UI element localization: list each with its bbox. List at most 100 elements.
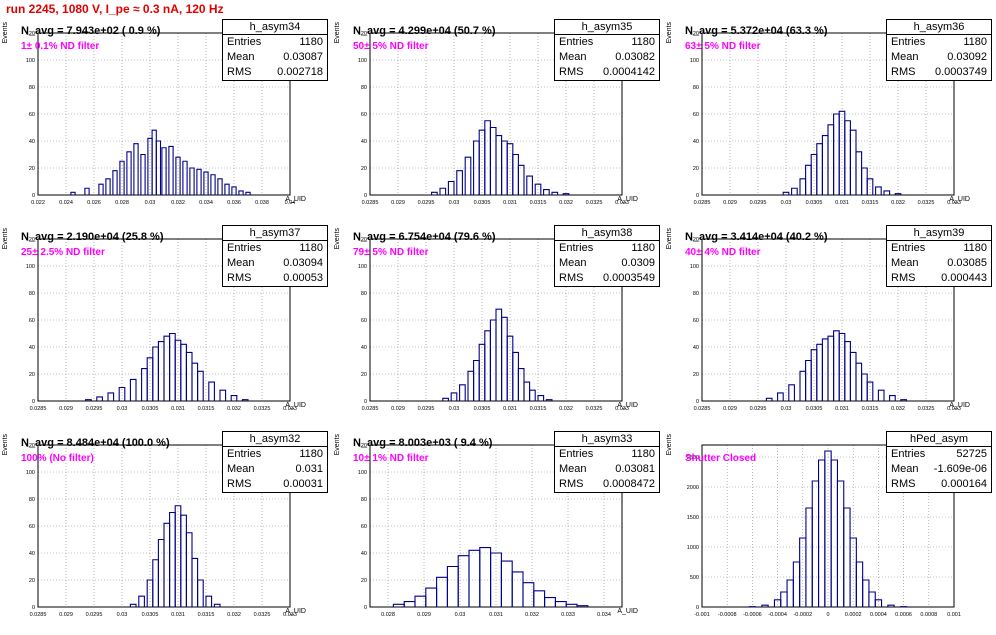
stats-value: 0.03085	[947, 256, 987, 271]
y-axis-label: Events	[666, 434, 673, 455]
y-tick-label: 40	[693, 139, 699, 145]
stats-label: RMS	[559, 477, 583, 492]
histogram-bin	[170, 334, 176, 402]
x-tick-label: 0.0325	[254, 612, 271, 618]
histogram-bin	[130, 379, 136, 401]
y-tick-label: 80	[361, 291, 367, 297]
stats-label: RMS	[891, 271, 915, 286]
histogram-bin	[862, 168, 868, 195]
histogram-bin	[817, 344, 823, 401]
stats-label: RMS	[891, 65, 915, 80]
x-tick-label: 0.0285	[30, 612, 47, 618]
histogram-name: h_asym35	[555, 20, 659, 35]
y-tick-label: 20	[29, 372, 35, 378]
x-tick-label: 0.034	[597, 612, 611, 618]
stats-value: 0.03094	[283, 256, 323, 271]
histogram-bin	[209, 382, 215, 401]
y-tick-label: 1000	[687, 545, 699, 551]
x-tick-label: 0.032	[227, 406, 241, 412]
histogram-bin	[158, 540, 164, 608]
histogram-bin	[789, 385, 795, 401]
y-tick-label: 40	[29, 139, 35, 145]
histogram-bin	[134, 144, 138, 195]
histogram-bin	[198, 371, 204, 401]
stats-label: Mean	[891, 50, 919, 65]
stats-label: Entries	[227, 447, 261, 462]
histogram-name: h_asym39	[887, 226, 991, 241]
histogram-bin	[513, 352, 519, 401]
x-tick-label: 0.03	[117, 612, 128, 618]
navg-label: N_avg = 5.372e+04 (63.3 %)	[685, 25, 827, 37]
x-tick-label: 0.03	[145, 200, 156, 206]
stats-value: 0.031	[295, 462, 323, 477]
y-tick-label: 100	[690, 264, 699, 270]
x-tick-label: 0.0295	[86, 406, 103, 412]
y-tick-label: 80	[29, 291, 35, 297]
x-tick-label: -0.0002	[793, 612, 812, 618]
stats-label: Mean	[891, 256, 919, 271]
stats-label: Entries	[891, 241, 925, 256]
x-tick-label: 0.001	[947, 612, 961, 618]
histogram-bin	[183, 161, 187, 195]
y-axis-label: Events	[2, 22, 9, 43]
filter-label: 100% (No filter)	[21, 453, 94, 464]
stats-value: 0.0003749	[935, 65, 987, 80]
y-tick-label: 80	[361, 497, 367, 503]
stats-value: 0.03081	[615, 462, 655, 477]
x-axis-label: A_UID	[285, 608, 306, 615]
stats-label: Entries	[891, 447, 925, 462]
x-axis-label: A_UID	[949, 402, 970, 409]
histogram-bin	[152, 130, 156, 195]
y-tick-label: 60	[361, 112, 367, 118]
histogram-bin	[501, 561, 512, 607]
stats-value: 52725	[956, 447, 987, 462]
histogram-bin	[153, 560, 159, 607]
y-tick-label: 0	[364, 193, 367, 199]
y-tick-label: 100	[26, 264, 35, 270]
histogram-bin	[538, 396, 544, 401]
histogram-bin	[451, 393, 457, 401]
histogram-bin	[458, 556, 469, 607]
stats-label: Entries	[227, 241, 261, 256]
stats-row-mean: Mean-1.609e-06	[887, 462, 991, 477]
stats-label: RMS	[891, 477, 915, 492]
x-tick-label: 0.032	[171, 200, 185, 206]
stats-label: Mean	[227, 462, 255, 477]
y-tick-label: 0	[32, 399, 35, 405]
filter-label: Shutter Closed	[685, 453, 756, 464]
histogram-bin	[106, 179, 110, 195]
y-tick-label: 60	[29, 524, 35, 530]
histogram-bin	[817, 144, 823, 195]
stats-value: 1180	[963, 241, 987, 256]
histogram-bin	[850, 352, 856, 401]
histogram-bin	[158, 342, 164, 401]
y-tick-label: 20	[29, 166, 35, 172]
histogram-bin	[834, 331, 840, 401]
histogram-bin	[512, 572, 523, 607]
histogram-bin	[811, 350, 817, 401]
y-tick-label: 60	[361, 524, 367, 530]
x-tick-label: 0.0285	[30, 406, 47, 412]
histogram-bin	[534, 591, 545, 607]
stats-label: Entries	[559, 241, 593, 256]
x-tick-label: 0.031	[835, 406, 849, 412]
histogram-bin	[869, 592, 875, 607]
y-tick-label: 100	[690, 58, 699, 64]
x-tick-label: 0.022	[31, 200, 45, 206]
x-tick-label: 0.033	[561, 612, 575, 618]
histogram-bin	[839, 334, 845, 402]
x-tick-label: 0.0285	[362, 406, 379, 412]
histogram-name: h_asym32	[223, 432, 327, 447]
